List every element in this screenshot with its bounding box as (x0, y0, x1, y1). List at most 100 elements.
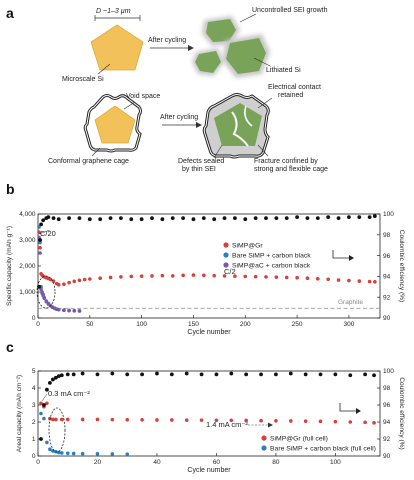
data-point (373, 280, 377, 284)
data-point (39, 222, 44, 227)
graphene-cage (83, 94, 142, 153)
data-point (72, 308, 77, 313)
data-point (108, 216, 113, 221)
data-point (201, 216, 206, 221)
data-point (372, 421, 376, 425)
data-point (50, 377, 55, 382)
electrical-contact-label-2: retained (278, 92, 303, 99)
data-point (38, 246, 42, 250)
plot-frame (37, 213, 381, 319)
data-point (363, 372, 368, 377)
data-point (336, 216, 341, 221)
uncontrolled-sei-label: Uncontrolled SEI growth (252, 7, 328, 14)
data-point (45, 387, 49, 392)
data-point (119, 275, 123, 279)
legend-b: SiMP@Gr Bare SiMP + carbon black SiMP@aC… (223, 242, 311, 270)
defects-label-2: by thin SEI (182, 166, 216, 173)
data-point (181, 216, 185, 221)
data-point (47, 381, 52, 385)
data-point (139, 217, 144, 222)
data-point (305, 276, 310, 281)
data-point (38, 251, 42, 255)
data-point (253, 216, 258, 221)
series-simp-gr (37, 230, 377, 287)
data-point (129, 274, 134, 279)
data-point (39, 411, 43, 416)
data-point (348, 420, 353, 424)
defects-label-1: Defects sealed (178, 158, 224, 165)
data-point (191, 273, 196, 277)
data-point (129, 217, 134, 222)
data-point (87, 217, 92, 222)
data-point (155, 371, 159, 376)
data-point (229, 418, 234, 423)
data-point (39, 401, 43, 406)
y-tick-label: 4 (32, 385, 36, 392)
data-point (214, 372, 219, 377)
data-point (62, 308, 66, 313)
highlight-ellipse-b (36, 275, 56, 309)
data-point (54, 417, 58, 422)
series-simp-ac-carbon-black (37, 235, 82, 313)
data-point (264, 216, 268, 221)
y-axis-label: Areal capacity (mAh cm⁻²) (16, 375, 23, 453)
x-tick-label: 40 (153, 459, 161, 466)
data-point (80, 371, 85, 376)
data-point (51, 216, 56, 221)
fracture-label-2: strong and flexible cage (254, 166, 328, 173)
data-point (363, 420, 367, 425)
data-point (243, 217, 248, 222)
graphite-label: Graphite (338, 299, 363, 306)
legend-b-label-simp-gr: SiMP@Gr (232, 243, 263, 250)
y-tick-label: 4,000 (19, 211, 36, 218)
data-point (295, 275, 299, 280)
data-point (288, 419, 293, 423)
y2-tick-label: 98 (383, 385, 391, 392)
data-point (37, 230, 41, 234)
data-point (65, 372, 70, 377)
data-point (348, 373, 353, 378)
data-point (372, 214, 377, 218)
legend-c-marker-simp-gr (261, 435, 267, 441)
panel-b-letter: b (6, 181, 15, 197)
fracture-label-1: Fracture confined by (254, 158, 318, 165)
data-point (367, 215, 372, 220)
data-point (39, 287, 43, 292)
x-tick-label: 80 (272, 459, 280, 466)
y2-tick-label: 90 (383, 453, 391, 460)
data-point (125, 417, 130, 422)
legend-c-label-simp-gr: SiMP@Gr (full cell) (270, 436, 328, 443)
x-tick-label: 200 (240, 321, 251, 328)
data-point (77, 278, 82, 283)
data-point (169, 372, 174, 377)
data-point (80, 417, 85, 422)
data-point (82, 277, 87, 282)
data-point (199, 418, 204, 422)
y2-tick-label: 96 (383, 402, 391, 409)
data-point (95, 372, 100, 377)
y2-tick-label: 100 (383, 368, 394, 375)
data-point (170, 418, 174, 422)
after-cycling-label-1: After cycling (148, 37, 186, 44)
data-point (347, 278, 351, 283)
data-point (110, 371, 115, 376)
data-point (202, 273, 206, 278)
data-point (326, 277, 330, 282)
data-point (140, 372, 144, 377)
y-axis-label: Specific capacity (mAh g⁻¹) (6, 226, 13, 306)
highlight-ellipse-c (48, 407, 66, 453)
caged-lithiated-particle (202, 93, 270, 159)
data-point (243, 274, 248, 279)
panel-a-letter: a (6, 5, 14, 21)
microscale-si-label: Microscale Si (62, 76, 104, 83)
data-point (65, 417, 70, 422)
data-point (284, 216, 289, 221)
data-point (45, 440, 49, 445)
x-tick-label: 300 (343, 321, 354, 328)
data-point (95, 417, 100, 422)
y-tick-label: 0 (32, 315, 36, 322)
data-point (184, 418, 189, 422)
data-point (42, 416, 46, 421)
x-tick-label: 0 (36, 321, 40, 328)
